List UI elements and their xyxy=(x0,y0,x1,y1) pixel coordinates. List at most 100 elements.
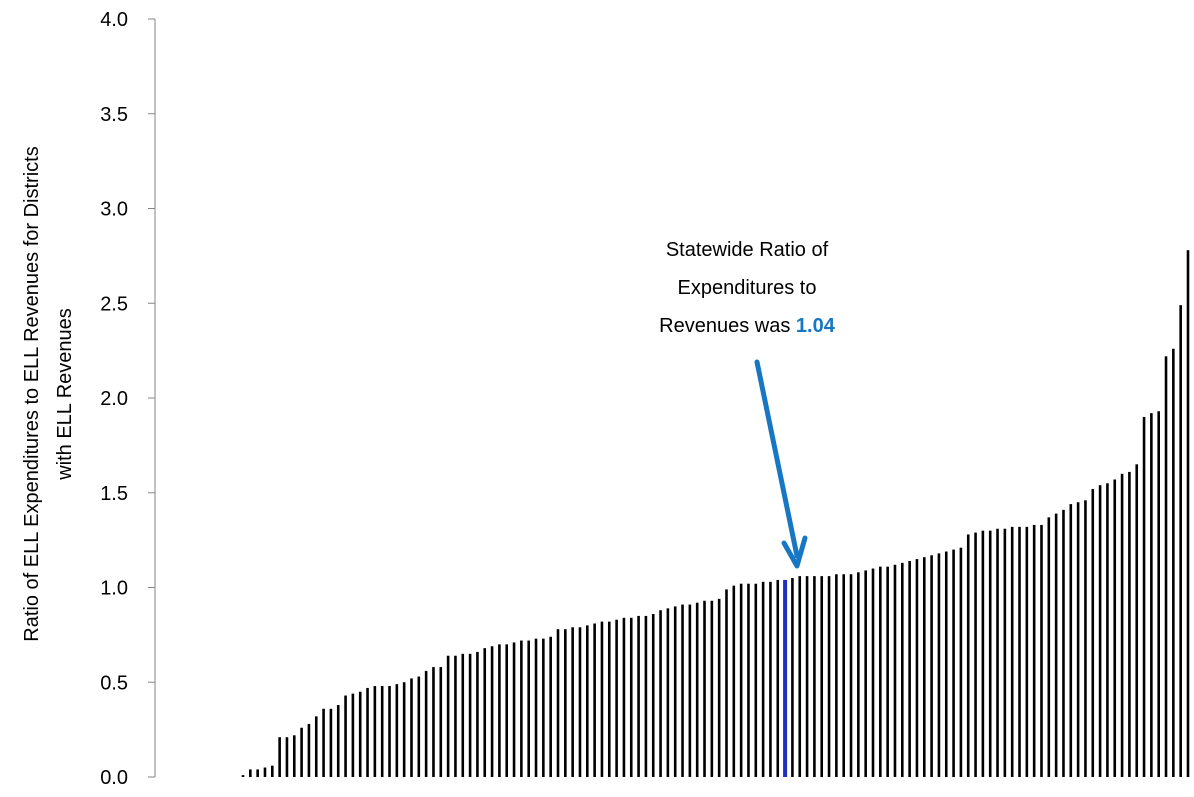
bar xyxy=(769,581,772,777)
bar xyxy=(673,606,677,777)
bar xyxy=(864,570,867,777)
bar xyxy=(263,767,267,777)
bar xyxy=(292,735,296,777)
y-axis: 0.0 0.5 1.0 1.5 2.0 2.5 3.0 3.5 4.0 xyxy=(100,9,156,789)
bar xyxy=(732,585,736,777)
bar xyxy=(395,684,399,777)
bar xyxy=(1120,473,1124,777)
bar xyxy=(644,615,648,777)
bar xyxy=(944,551,948,777)
bar xyxy=(776,579,780,777)
bar xyxy=(1150,413,1153,777)
bar xyxy=(1135,464,1139,777)
bar xyxy=(798,576,802,777)
y-tick-label: 4.0 xyxy=(100,9,128,31)
bar xyxy=(1040,524,1043,777)
bar xyxy=(1084,500,1087,777)
bar xyxy=(1098,485,1102,777)
bar xyxy=(336,704,340,777)
bar xyxy=(271,765,274,777)
bar xyxy=(329,708,333,777)
bar xyxy=(959,547,963,777)
bar xyxy=(571,627,574,777)
bar xyxy=(556,629,560,777)
bar xyxy=(996,528,999,777)
bar xyxy=(893,564,897,777)
bar xyxy=(1172,348,1175,777)
bar xyxy=(1003,528,1007,777)
bar xyxy=(835,574,838,777)
bar xyxy=(285,737,289,777)
bar xyxy=(791,578,794,777)
bar xyxy=(820,576,824,777)
bar xyxy=(578,627,582,777)
bar xyxy=(564,629,567,777)
bar xyxy=(629,617,633,777)
bar xyxy=(879,566,882,777)
bar xyxy=(842,574,845,777)
bar xyxy=(366,687,369,777)
bar xyxy=(534,638,538,777)
bar xyxy=(249,769,252,777)
bar xyxy=(1018,526,1021,777)
bar xyxy=(600,621,604,777)
bar xyxy=(651,614,655,777)
bar xyxy=(1179,305,1182,777)
bar xyxy=(1186,250,1190,777)
bar xyxy=(908,560,911,777)
bar xyxy=(886,566,889,777)
bar xyxy=(930,555,933,777)
y-tick-label: 2.0 xyxy=(100,388,128,410)
bar xyxy=(703,600,706,777)
y-tick-label: 2.5 xyxy=(100,293,128,315)
bar xyxy=(520,640,523,777)
bar xyxy=(307,723,311,777)
bar xyxy=(373,686,377,777)
bar xyxy=(300,727,303,777)
bar xyxy=(424,670,428,777)
y-tick-label: 0.0 xyxy=(100,767,128,789)
bar xyxy=(761,581,765,777)
bar xyxy=(344,695,347,777)
bar xyxy=(1069,504,1073,777)
bar xyxy=(849,574,853,777)
bar xyxy=(454,655,457,777)
bar xyxy=(549,636,552,777)
bar xyxy=(805,576,809,777)
bar xyxy=(666,608,670,777)
bar xyxy=(915,559,919,777)
bars xyxy=(241,250,1190,777)
bar xyxy=(981,530,985,777)
bar xyxy=(1010,526,1014,777)
bar xyxy=(1091,488,1095,777)
bar xyxy=(952,549,955,777)
bar xyxy=(739,583,743,777)
bar xyxy=(483,648,487,777)
bar xyxy=(857,572,860,777)
bar xyxy=(1054,513,1058,777)
bar xyxy=(681,604,684,777)
bar xyxy=(351,693,355,777)
bar xyxy=(512,642,516,777)
y-tick-label: 0.5 xyxy=(100,672,128,694)
bar xyxy=(380,686,384,777)
bar xyxy=(1113,479,1117,777)
bar xyxy=(1157,411,1160,777)
bar xyxy=(1062,509,1065,777)
bar xyxy=(1047,517,1051,777)
bar xyxy=(710,600,714,777)
bar xyxy=(461,653,465,777)
bar xyxy=(937,553,941,777)
bar xyxy=(402,682,406,777)
annotation-line-1: Statewide Ratio of xyxy=(666,239,829,261)
bar xyxy=(322,708,325,777)
y-axis-label-line: with ELL Revenues xyxy=(54,308,76,481)
bar xyxy=(1032,524,1036,777)
bar xyxy=(476,651,479,777)
bar xyxy=(593,623,596,777)
bar xyxy=(388,686,391,777)
bar xyxy=(754,583,758,777)
bar xyxy=(615,619,618,777)
bar xyxy=(871,568,875,777)
bar xyxy=(827,576,831,777)
